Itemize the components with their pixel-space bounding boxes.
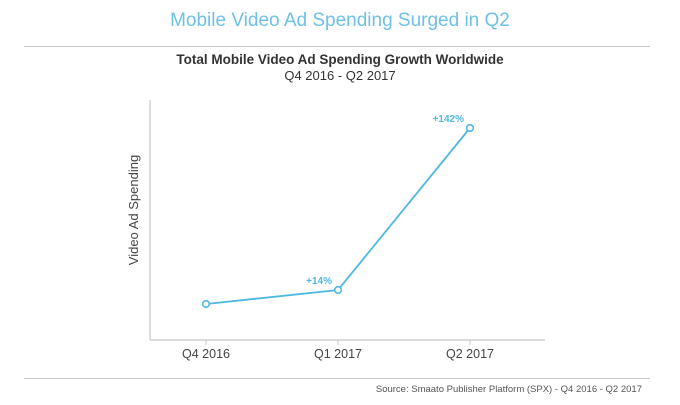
data-point: [333, 285, 343, 295]
chart-title: Total Mobile Video Ad Spending Growth Wo…: [176, 52, 504, 67]
x-tick-label: Q2 2017: [446, 347, 494, 361]
series-line: [205, 127, 471, 305]
x-tick-label: Q1 2017: [314, 347, 362, 361]
data-point: [201, 299, 211, 309]
page-title: Mobile Video Ad Spending Surged in Q2: [170, 10, 510, 31]
y-axis-label: Video Ad Spending: [126, 155, 141, 265]
x-tick-label: Q4 2016: [182, 347, 230, 361]
data-label: +14%: [306, 276, 332, 287]
data-label: +142%: [433, 114, 465, 125]
chart-subtitle: Q4 2016 - Q2 2017: [284, 68, 396, 83]
data-point: [465, 123, 475, 133]
footer-divider: [24, 378, 650, 379]
source-note: Source: Smaato Publisher Platform (SPX) …: [375, 384, 642, 395]
header-divider: [24, 46, 650, 47]
